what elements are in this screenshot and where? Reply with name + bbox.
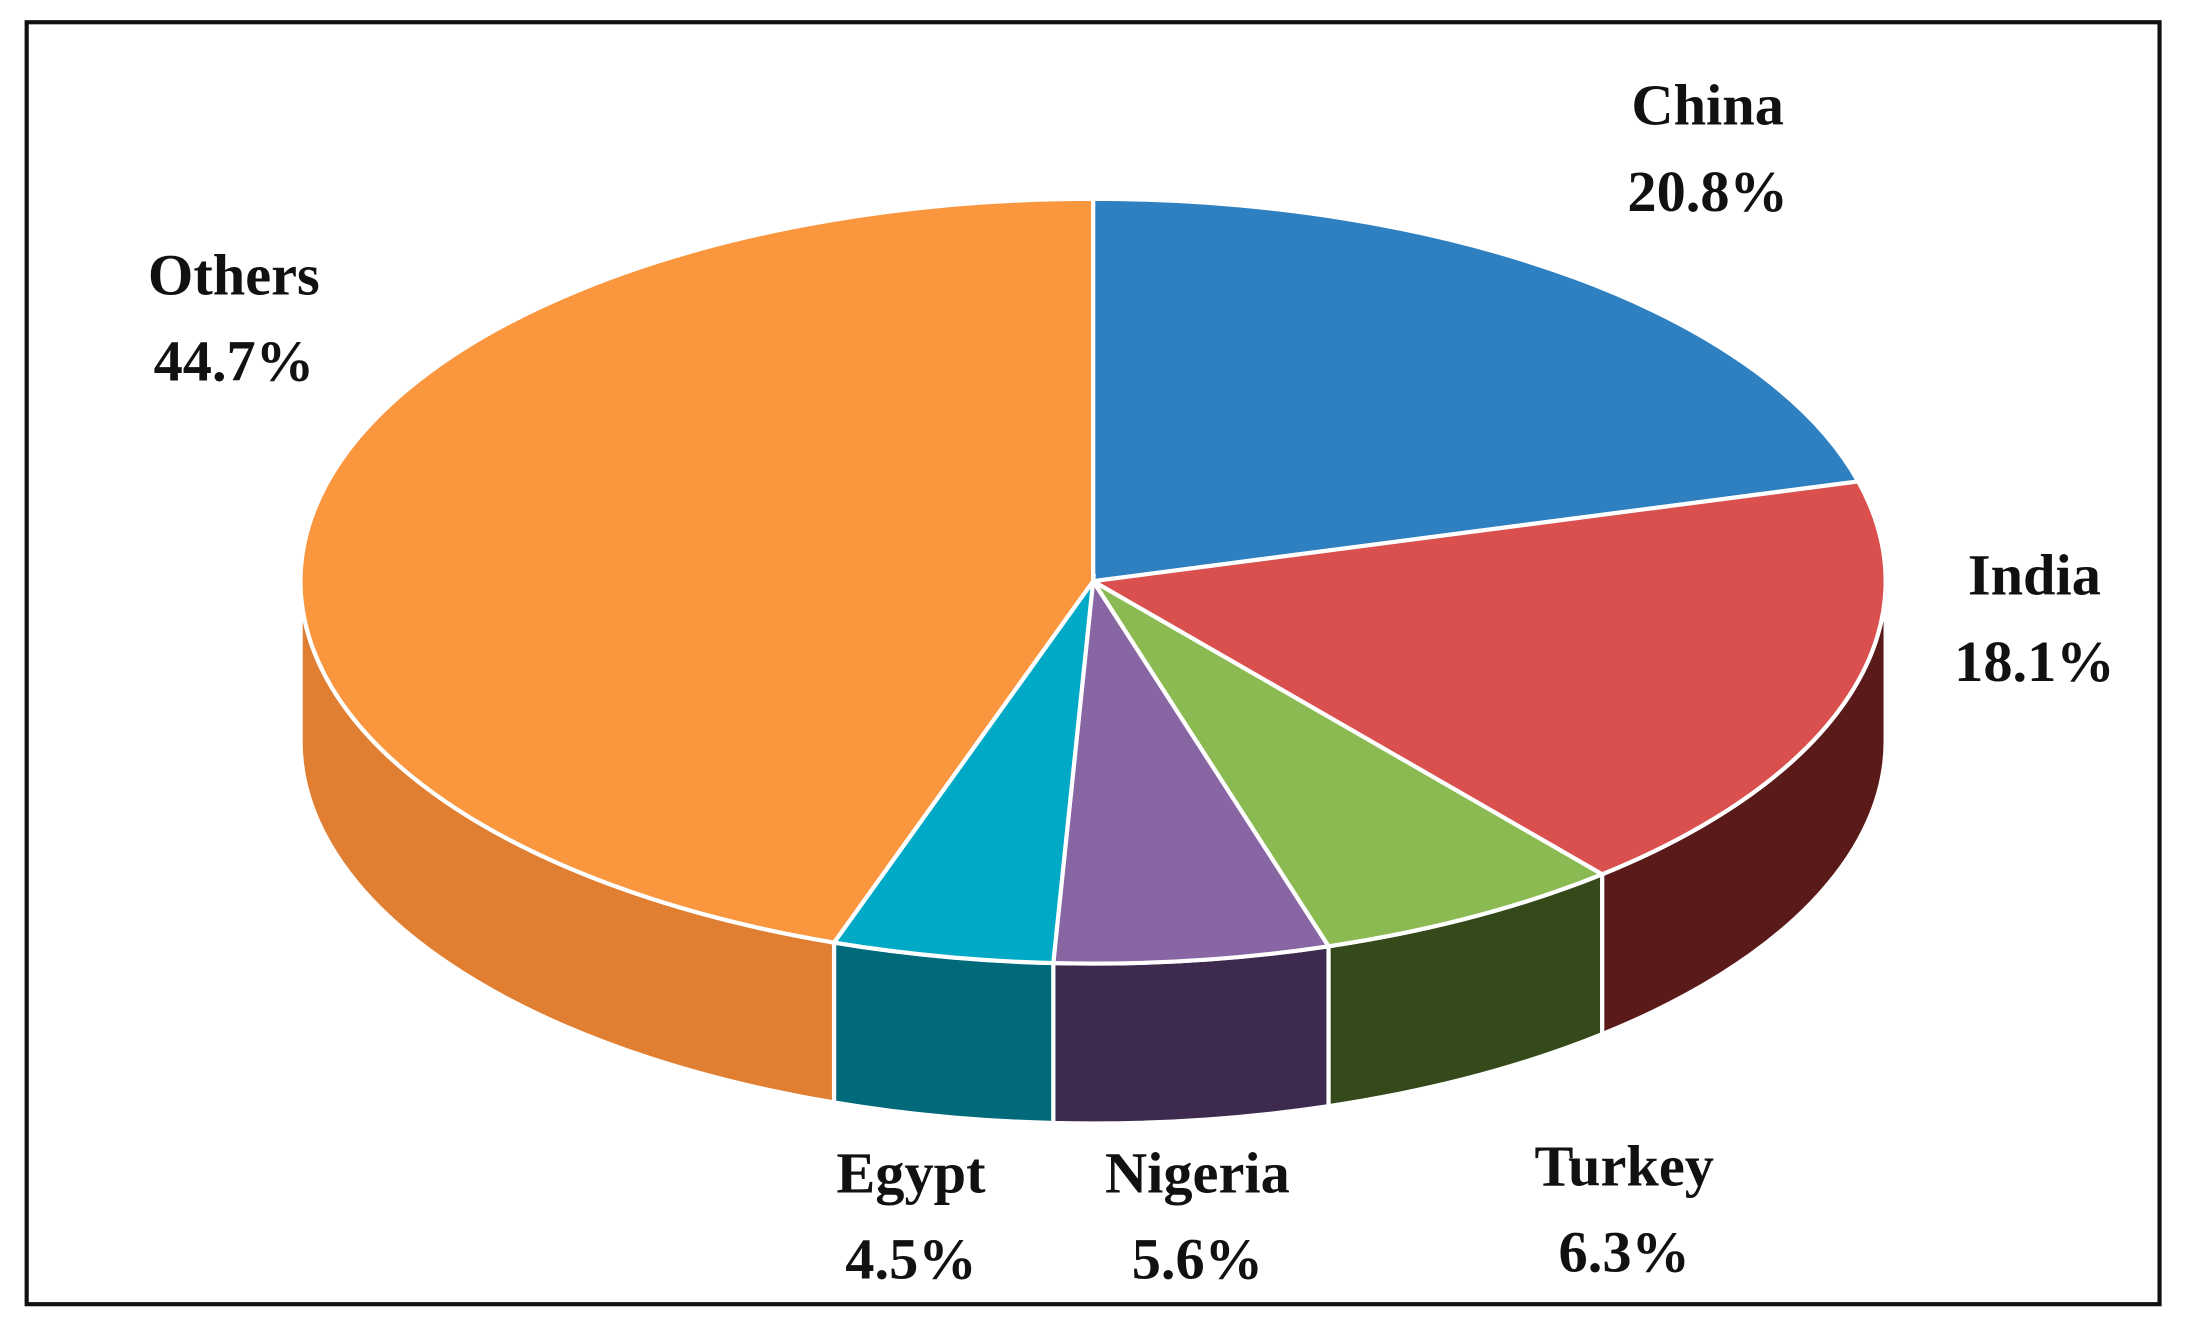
slice [1091, 579, 1607, 949]
labels: China 20.8% India 18.1% Turkey 6.3% Nigeria 5.6… [148, 73, 2115, 1292]
slice-name: Turkey [1534, 1134, 1714, 1199]
slice-name: Egypt [836, 1140, 986, 1205]
slice [1086, 479, 1888, 877]
slice [830, 573, 1097, 966]
slice-value: 6.3% [1559, 1220, 1690, 1285]
slice-name: Nigeria [1105, 1140, 1290, 1205]
slice [1091, 196, 1862, 584]
slice [1050, 575, 1333, 966]
slice [298, 196, 1096, 945]
slice-value: 4.5% [845, 1227, 976, 1292]
slice-value: 44.7% [154, 328, 315, 393]
slice-value: 20.8% [1627, 159, 1788, 224]
pie-tops [298, 196, 1888, 966]
slice-value: 5.6% [1132, 1227, 1263, 1292]
slice-name: India [1968, 543, 2101, 608]
slice-value: 18.1% [1954, 629, 2115, 694]
slice-name: China [1631, 73, 1784, 138]
slice-side [831, 940, 1056, 1126]
slice-name: Others [148, 242, 320, 307]
slice-side [1051, 943, 1331, 1126]
